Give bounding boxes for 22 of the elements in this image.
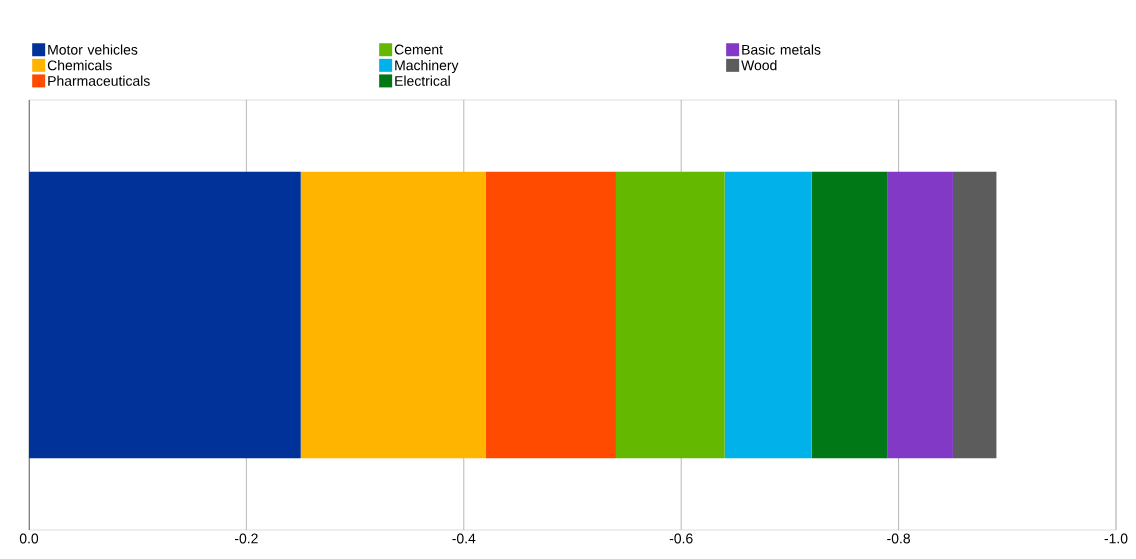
legend-label: Wood: [741, 60, 777, 71]
legend-label: Cement: [394, 44, 443, 55]
legend-label: Basic metals: [742, 44, 821, 55]
x-tick-label: -1.0: [1104, 533, 1128, 544]
bar: [887, 171, 953, 459]
x-tick-label: -0.6: [669, 533, 693, 544]
legend-label: Machinery: [395, 60, 459, 74]
bar: [28, 171, 301, 459]
bar: [485, 171, 616, 459]
bar: [724, 171, 812, 459]
legend-label: Electrical: [395, 75, 450, 86]
legend-label: Pharmaceuticals: [48, 75, 150, 86]
x-tick-label: -0.8: [887, 533, 910, 544]
bar: [811, 171, 888, 459]
x-tick-label: 0.0: [19, 533, 39, 544]
bar: [300, 171, 486, 459]
x-tick-label: -0.4: [452, 533, 476, 544]
x-tick-label: -0.2: [234, 533, 258, 544]
bar: [615, 171, 725, 459]
legend-label: Chemicals: [47, 60, 112, 71]
bar: [952, 171, 997, 459]
legend-label: Motor vehicles: [48, 44, 138, 55]
